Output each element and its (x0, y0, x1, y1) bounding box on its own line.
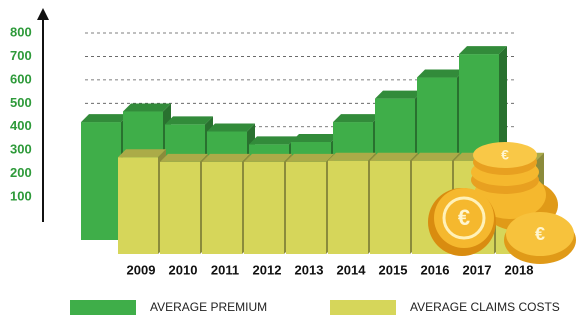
legend-swatch (330, 300, 396, 315)
bar-top (333, 114, 381, 122)
x-tick-label: 2010 (169, 262, 198, 277)
bar-top (81, 114, 129, 122)
bar-top (160, 154, 208, 162)
svg-text:€: € (458, 205, 470, 230)
bar (286, 162, 326, 254)
axis-arrow (37, 8, 49, 20)
bar (81, 122, 121, 240)
bar-top (207, 123, 255, 131)
x-tick-label: 2018 (505, 262, 534, 277)
bar-top (123, 104, 171, 112)
bar-top (375, 91, 423, 99)
x-tick-label: 2017 (463, 262, 492, 277)
bar-top (417, 70, 465, 78)
bar-top (118, 149, 166, 157)
x-tick-label: 2016 (421, 262, 450, 277)
bar-top (249, 136, 297, 144)
y-tick-label: 100 (10, 189, 32, 204)
x-tick-label: 2013 (295, 262, 324, 277)
x-tick-label: 2011 (211, 262, 239, 277)
x-tick-label: 2015 (379, 262, 408, 277)
bar-top (202, 154, 250, 162)
bar (244, 162, 284, 254)
y-tick-label: 400 (10, 118, 32, 133)
legend-label: AVERAGE CLAIMS COSTS (410, 300, 560, 314)
y-tick-label: 800 (10, 24, 32, 39)
chart: € € € AVERAGE PREMIUM AVERAGE CLAIMS COST… (0, 0, 577, 318)
bar (370, 161, 410, 254)
x-tick-label: 2009 (127, 262, 156, 277)
bar-top (165, 116, 213, 124)
y-tick-label: 200 (10, 165, 32, 180)
y-tick-label: 500 (10, 95, 32, 110)
bar-top (370, 153, 418, 161)
bar (160, 162, 200, 254)
legend-swatch (70, 300, 136, 315)
bar-top (244, 154, 292, 162)
x-tick-label: 2012 (253, 262, 282, 277)
bar-top (286, 154, 334, 162)
bar (202, 162, 242, 254)
svg-text:€: € (501, 147, 509, 163)
bar-top (291, 134, 339, 142)
bar (118, 157, 158, 254)
y-tick-label: 300 (10, 142, 32, 157)
legend-label: AVERAGE PREMIUM (150, 300, 267, 314)
x-tick-label: 2014 (337, 262, 367, 277)
bar-top (412, 153, 460, 161)
y-tick-label: 700 (10, 48, 32, 63)
bar-top (328, 153, 376, 161)
bar-top (459, 46, 507, 54)
bar (328, 161, 368, 254)
y-tick-label: 600 (10, 71, 32, 86)
svg-text:€: € (535, 224, 545, 244)
